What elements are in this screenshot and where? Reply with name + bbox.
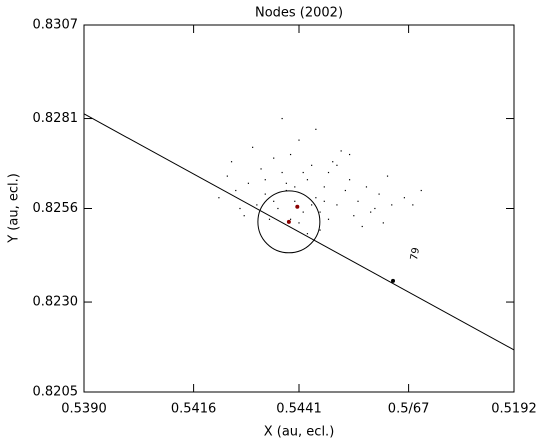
cloud-point [412, 204, 414, 206]
cloud-point [260, 168, 262, 170]
cloud-point [268, 218, 271, 220]
chart-title: Nodes (2002) [255, 6, 343, 21]
cloud-point [281, 117, 283, 120]
x-tick-label: 0.5192 [491, 402, 537, 417]
cloud-point [348, 153, 351, 156]
y-tick-label: 0.8281 [33, 111, 79, 126]
cloud-point [403, 197, 405, 199]
cloud-point [302, 171, 304, 174]
cloud-point [247, 182, 250, 184]
cloud-point [357, 200, 359, 202]
cloud-point [256, 204, 258, 206]
cloud-point [230, 161, 233, 163]
cloud-point [336, 164, 338, 166]
node-line [83, 113, 515, 351]
x-tick-label: 0.5416 [171, 402, 217, 417]
x-tick-label: 0.5390 [61, 402, 107, 417]
x-tick-label: 0.5/67 [388, 402, 430, 417]
cloud-point [239, 207, 241, 210]
plot-frame [83, 24, 515, 393]
cloud-point [378, 193, 380, 195]
cloud-point [298, 139, 300, 141]
cloud-point [298, 222, 300, 224]
cloud-point [315, 128, 317, 130]
cloud-point [285, 182, 287, 184]
cloud-point [332, 161, 334, 163]
cloud-point [327, 171, 330, 174]
cloud-point [273, 200, 275, 202]
y-tick-label: 0.8205 [33, 385, 79, 400]
cloud-point [218, 197, 220, 199]
cloud-point [420, 189, 422, 192]
cloud-point [294, 186, 296, 188]
x-tick-label: 0.5441 [276, 402, 322, 417]
cloud-point [382, 222, 384, 224]
cloud-point [319, 211, 321, 213]
cloud-point [277, 207, 279, 210]
y-tick-label: 0.8307 [33, 18, 79, 33]
cloud-point [365, 186, 368, 188]
cloud-point [289, 153, 292, 156]
cloud-point [289, 218, 292, 220]
cloud-point [226, 175, 228, 177]
cloud-point [374, 207, 376, 210]
cloud-point [243, 215, 245, 217]
marker-point [391, 278, 396, 283]
cloud-point [311, 164, 313, 166]
cloud-point [353, 215, 355, 217]
cloud-point [311, 204, 313, 206]
cloud-point [264, 193, 266, 195]
y-axis-label: Y (au, ecl.) [7, 173, 22, 244]
cloud-point [344, 189, 346, 192]
x-axis-label: X (au, ecl.) [264, 425, 335, 440]
cloud-point [294, 200, 296, 202]
uncertainty-circle [257, 190, 321, 254]
cloud-point [386, 175, 389, 177]
cloud-point [327, 218, 330, 220]
cloud-point [323, 200, 325, 202]
y-tick-label: 0.8230 [33, 295, 79, 310]
cloud-point [281, 171, 283, 174]
cloud-point [323, 186, 325, 188]
cloud-point [370, 211, 372, 213]
cloud-point [391, 204, 393, 206]
cloud-point [336, 204, 338, 206]
cloud-point [340, 150, 342, 152]
cloud-point [302, 211, 304, 213]
cloud-point [264, 179, 266, 181]
cloud-point [319, 229, 321, 231]
cloud-point [306, 233, 309, 235]
y-tick-label: 0.8256 [33, 201, 79, 216]
highlight-point [286, 219, 291, 224]
cloud-point [306, 179, 309, 181]
cloud-point [273, 157, 275, 159]
cloud-point [252, 146, 254, 148]
cloud-point [235, 189, 237, 192]
annotation: 79 [409, 247, 422, 261]
cloud-point [361, 225, 363, 228]
cloud-point [315, 197, 317, 199]
highlight-point [295, 204, 300, 209]
cloud-point [348, 179, 351, 181]
